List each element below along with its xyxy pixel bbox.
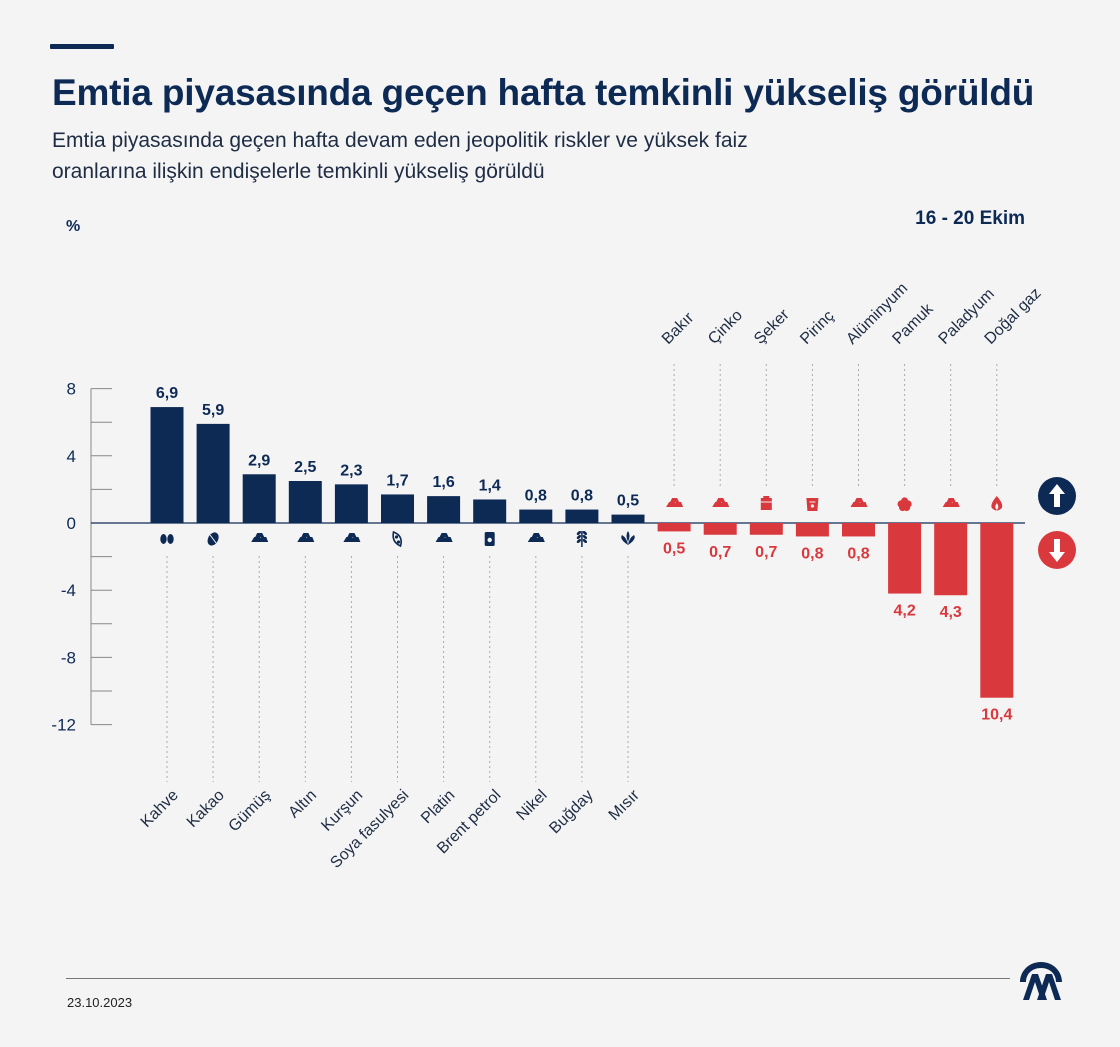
y-tick-label: -4: [61, 581, 76, 600]
value-label: 0,8: [525, 488, 547, 505]
category-label: Pamuk: [889, 300, 937, 348]
y-axis-unit: %: [66, 218, 80, 235]
cotton-icon: [897, 497, 912, 512]
bar--eker: [749, 523, 783, 535]
category-label: Kahve: [138, 787, 182, 831]
category-label: Şeker: [751, 306, 793, 348]
value-label: 4,3: [940, 604, 962, 621]
y-tick-label: -8: [61, 648, 76, 667]
value-label: 2,3: [340, 462, 362, 479]
category-label: Mısır: [606, 786, 644, 824]
value-label: 0,7: [755, 544, 777, 561]
metal-bars-icon: [712, 498, 730, 507]
coffee-bean-icon: [160, 534, 174, 544]
category-label: Gümüş: [226, 787, 274, 835]
soybean-icon: [392, 530, 402, 548]
value-label: 1,6: [432, 474, 454, 491]
value-label: 6,9: [156, 385, 178, 402]
value-label: 5,9: [202, 402, 224, 419]
value-label: 0,8: [571, 488, 593, 505]
y-tick-label: 8: [67, 380, 76, 399]
aa-logo: [1020, 962, 1062, 1000]
bar-alt-n: [288, 481, 322, 523]
title-accent-rule: [50, 44, 114, 49]
rice-sack-icon: [806, 498, 819, 511]
value-label: 0,8: [847, 545, 869, 562]
gas-flame-icon: [991, 496, 1003, 511]
value-label: 1,4: [479, 477, 501, 494]
bar--inko: [703, 523, 737, 535]
value-label: 0,5: [617, 493, 639, 510]
wheat-icon: [576, 531, 588, 547]
y-tick-label: 4: [67, 447, 76, 466]
cocoa-pod-icon: [207, 532, 219, 546]
bar-pamuk: [888, 523, 922, 594]
publish-date: 23.10.2023: [67, 995, 133, 1010]
category-label: Buğday: [546, 787, 596, 837]
category-label: Pirinç: [797, 308, 837, 348]
footer-rule: [66, 978, 1010, 979]
bar-g-m-: [242, 474, 276, 523]
bar-kakao: [196, 423, 230, 523]
chart-title: Emtia piyasasında geçen hafta temkinli y…: [52, 72, 1035, 113]
period-label: 16 - 20 Ekim: [915, 208, 1025, 229]
metal-bars-icon: [850, 498, 868, 507]
value-label: 2,9: [248, 452, 270, 469]
metal-bars-icon: [527, 533, 545, 542]
bar-m-s-r: [611, 514, 645, 523]
metal-bars-icon: [251, 533, 269, 542]
y-tick-label: -12: [51, 716, 76, 735]
category-label: Nikel: [513, 787, 550, 824]
bar-bu-day: [565, 509, 599, 523]
value-label: 0,8: [801, 545, 823, 562]
increase-arrow-icon: [1038, 477, 1076, 515]
value-label: 4,2: [893, 603, 915, 620]
value-label: 1,7: [386, 472, 408, 489]
bar-kahve: [150, 407, 184, 523]
bar-soya-fasulyesi: [381, 494, 414, 523]
bar-brent-petrol: [473, 499, 507, 523]
metal-bars-icon: [343, 533, 361, 542]
decrease-arrow-icon: [1038, 531, 1076, 569]
value-label: 0,5: [663, 540, 685, 557]
value-label: 0,7: [709, 544, 731, 561]
value-label: 2,5: [294, 459, 316, 476]
sugar-box-icon: [760, 496, 772, 510]
bar-paladyum: [934, 523, 968, 596]
value-label: 10,4: [981, 707, 1012, 724]
category-label: Altın: [285, 787, 320, 822]
corn-leaf-icon: [621, 531, 635, 545]
category-label: Çinko: [705, 307, 746, 348]
bar-platin: [427, 496, 461, 523]
bar-kur-un: [334, 484, 368, 523]
chart-subtitle: Emtia piyasasında geçen hafta devam eden…: [52, 129, 748, 183]
metal-bars-icon: [666, 498, 684, 507]
category-label: Bakır: [659, 309, 698, 348]
metal-bars-icon: [297, 533, 315, 542]
bar-al-minyum: [842, 523, 875, 537]
bar-nikel: [519, 509, 553, 523]
category-label: Kakao: [184, 787, 228, 831]
bar-do-al-gaz: [980, 523, 1014, 698]
category-label: Platin: [418, 787, 458, 827]
bar-bak-r: [657, 523, 691, 532]
metal-bars-icon: [942, 498, 960, 507]
oil-barrel-icon: [484, 532, 495, 546]
bar-pirin-: [795, 523, 829, 537]
y-tick-label: 0: [67, 514, 76, 533]
metal-bars-icon: [435, 533, 453, 542]
